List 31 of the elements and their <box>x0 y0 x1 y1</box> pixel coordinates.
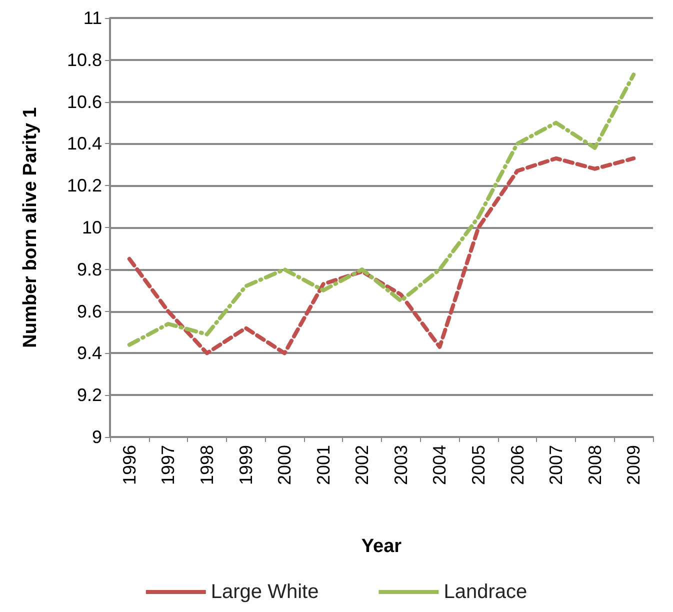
x-tick-label: 2003 <box>390 445 411 486</box>
y-tick-label: 9.6 <box>76 301 102 322</box>
y-tick-label: 9 <box>92 427 102 447</box>
y-tick-label: 9.2 <box>76 385 102 406</box>
y-tick-label: 10.8 <box>66 50 102 70</box>
x-tick-label: 2004 <box>430 445 450 486</box>
x-tick-label: 2007 <box>546 445 566 486</box>
y-axis-title: Number born alive Parity 1 <box>20 106 41 348</box>
line-series <box>127 156 636 356</box>
y-tick-label: 10.6 <box>66 92 102 112</box>
x-tick-label: 2000 <box>274 445 295 486</box>
y-tick-label: 10 <box>82 218 102 238</box>
x-tick-label: 1997 <box>158 445 178 486</box>
x-tick-label: 2001 <box>313 445 334 486</box>
y-tick-label: 10.4 <box>66 134 102 154</box>
x-tick-label: 2006 <box>507 445 528 486</box>
y-tick-label: 9.8 <box>76 259 102 280</box>
legend-label: Large White <box>210 581 319 603</box>
y-tick-label: 11 <box>83 8 102 28</box>
x-tick-label: 2009 <box>624 445 644 486</box>
x-tick-label: 1996 <box>119 445 140 486</box>
x-tick-label: 1999 <box>236 445 256 486</box>
x-tick-label: 2005 <box>468 445 488 486</box>
legend-label: Landrace <box>444 581 528 603</box>
x-tick-label: 2002 <box>352 445 372 486</box>
x-axis-title: Year <box>361 536 402 557</box>
x-tick-label: 1998 <box>196 445 217 486</box>
line-series <box>127 72 636 347</box>
x-tick-label: 2008 <box>584 445 605 486</box>
y-tick-label: 9.4 <box>76 343 102 364</box>
y-tick-label: 10.2 <box>66 176 102 196</box>
